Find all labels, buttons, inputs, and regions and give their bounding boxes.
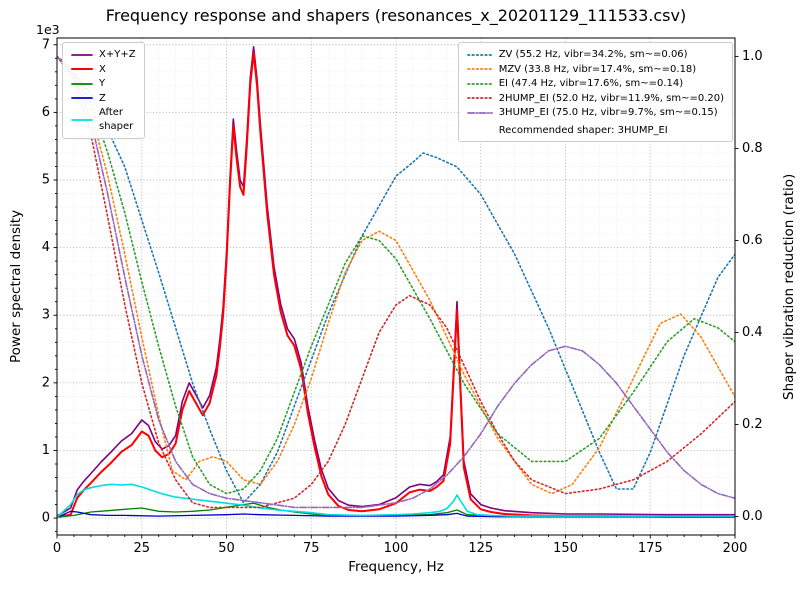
legend-item-sum: X+Y+Z <box>71 48 136 62</box>
grid-minor <box>57 38 735 535</box>
right-y-tick-label: 0.2 <box>742 417 763 432</box>
x-tick-label: 100 <box>384 541 409 556</box>
axis-scale-offset-label: 1e3 <box>36 22 60 37</box>
x-tick-label: 0 <box>53 541 61 556</box>
legend-label-hump2_ei: 2HUMP_EI (52.0 Hz, vibr=11.9%, sm~=0.20) <box>498 92 724 104</box>
legend-swatch-x <box>71 68 93 71</box>
right-y-tick-label: 0.0 <box>742 509 763 524</box>
legend-label-sum: X+Y+Z <box>99 49 136 60</box>
legend-label-ei: EI (47.4 Hz, vibr=17.6%, sm~=0.14) <box>498 78 684 89</box>
legend-label-x: X <box>99 63 106 75</box>
legend-label-mzv: MZV (33.8 Hz, vibr=17.4%, sm~=0.18) <box>498 63 697 75</box>
x-tick-label: 75 <box>303 541 320 556</box>
legend-label-zv: ZV (55.2 Hz, vibr=34.2%, sm~=0.06) <box>498 49 688 60</box>
left-y-tick-label: 0 <box>42 511 50 526</box>
legend-swatch-mzv <box>466 68 493 71</box>
series-x-line <box>57 51 735 518</box>
legend-item-y: Y <box>71 77 136 91</box>
left-y-tick-label: 6 <box>42 105 50 120</box>
legend-item-x: X <box>71 63 136 77</box>
left-y-tick-label: 3 <box>42 308 50 323</box>
legend-swatch-ei <box>466 82 493 85</box>
chart-title: Frequency response and shapers (resonanc… <box>105 6 687 25</box>
legend-label-y: Y <box>99 78 106 89</box>
legend-item-hump2_ei: 2HUMP_EI (52.0 Hz, vibr=11.9%, sm~=0.20) <box>466 92 724 106</box>
left-y-axis-label: Power spectral density <box>8 209 24 364</box>
tick-marks <box>53 44 739 539</box>
legend-swatch-y <box>71 82 93 85</box>
legend-swatch-hump2_ei <box>466 97 493 100</box>
series-ei-line <box>57 55 735 495</box>
legend-swatch-sum <box>71 53 93 56</box>
left-y-tick-label: 2 <box>42 375 50 390</box>
x-tick-label: 175 <box>638 541 663 556</box>
legend-label-after_shaper: After shaper <box>99 107 134 132</box>
series-z-line <box>57 510 735 519</box>
series-hump2_ei-line <box>57 55 735 509</box>
legend-swatch-hump3_ei <box>466 111 493 114</box>
series-after_shaper-line <box>57 483 735 519</box>
series-hump3_ei-line <box>57 55 735 509</box>
series-lines <box>57 45 735 519</box>
x-tick-label: 125 <box>468 541 493 556</box>
x-tick-label: 150 <box>553 541 578 556</box>
shaper-legend-items: ZV (55.2 Hz, vibr=34.2%, sm~=0.06) MZV (3… <box>466 48 724 120</box>
right-y-axis-label: Shaper vibration reduction (ratio) <box>781 173 797 400</box>
psd-legend-items: X+Y+Z X Y Z After shaper <box>71 48 136 133</box>
x-axis-label: Frequency, Hz <box>348 559 444 575</box>
series-mzv-line <box>57 55 735 495</box>
left-y-tick-label: 1 <box>42 443 50 458</box>
right-y-tick-label: 0.4 <box>742 325 763 340</box>
legend-swatch-zv <box>466 53 493 56</box>
left-y-tick-label: 4 <box>42 240 50 255</box>
right-y-tick-label: 0.8 <box>742 141 763 156</box>
left-y-tick-label: 7 <box>42 37 50 52</box>
x-tick-label: 50 <box>218 541 235 556</box>
legend-item-z: Z <box>71 92 136 106</box>
x-tick-label: 25 <box>133 541 150 556</box>
legend-swatch-after_shaper <box>71 118 93 121</box>
series-zv-line <box>57 55 735 504</box>
left-y-tick-label: 5 <box>42 173 50 188</box>
legend-label-hump3_ei: 3HUMP_EI (75.0 Hz, vibr=9.7%, sm~=0.15) <box>498 107 718 118</box>
psd-legend: X+Y+Z X Y Z After shaper <box>62 42 145 139</box>
legend-item-mzv: MZV (33.8 Hz, vibr=17.4%, sm~=0.18) <box>466 63 724 77</box>
legend-swatch-z <box>71 97 93 100</box>
legend-item-after_shaper: After shaper <box>71 106 136 133</box>
right-y-tick-label: 0.6 <box>742 233 763 248</box>
legend-item-zv: ZV (55.2 Hz, vibr=34.2%, sm~=0.06) <box>466 48 724 62</box>
shaper-legend: ZV (55.2 Hz, vibr=34.2%, sm~=0.06) MZV (3… <box>457 42 733 142</box>
right-y-tick-label: 1.0 <box>742 49 763 64</box>
legend-label-z: Z <box>99 92 106 104</box>
tick-labels: 0 25 50 75 100 125 150 175 200 0 1 2 3 4 5 6 7 0.0 0.2 0.4 0… <box>42 37 763 556</box>
recommended-shaper-note: Recommended shaper: 3HUMP_EI <box>498 124 668 136</box>
x-tick-label: 200 <box>723 541 748 556</box>
legend-item-hump3_ei: 3HUMP_EI (75.0 Hz, vibr=9.7%, sm~=0.15) <box>466 106 724 120</box>
legend-item-ei: EI (47.4 Hz, vibr=17.6%, sm~=0.14) <box>466 77 724 91</box>
